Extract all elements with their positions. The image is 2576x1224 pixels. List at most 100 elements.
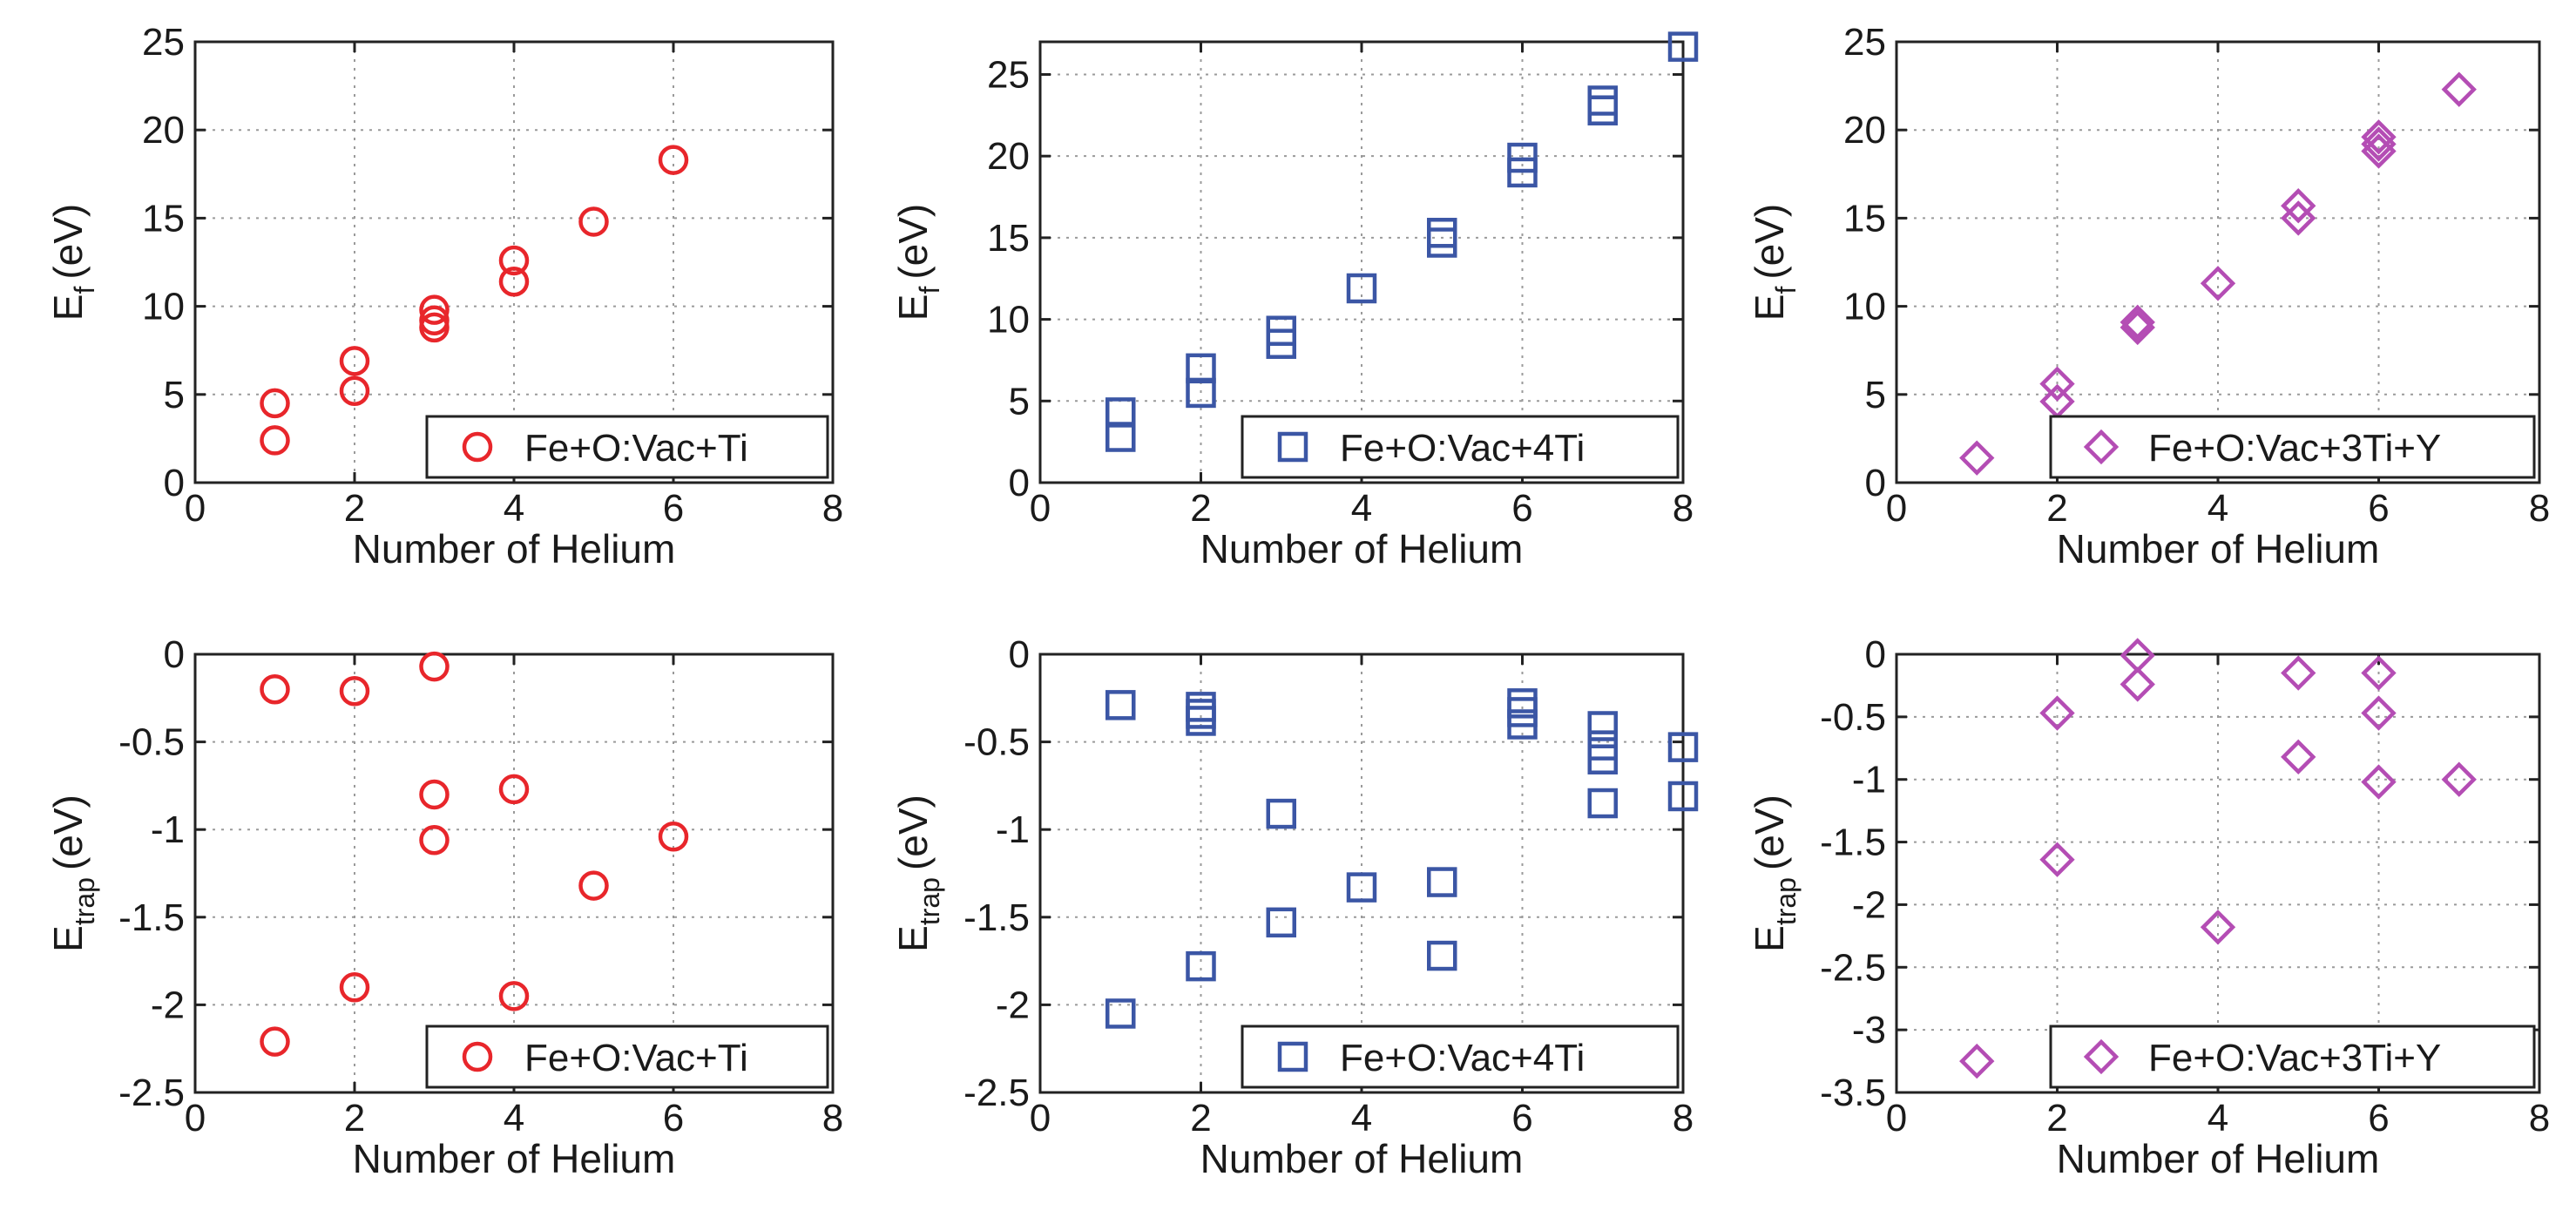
data-point <box>1105 690 1136 720</box>
subplot-2: 0 2 4 6 8 0 5 10 15 20 25 Number of Helium Ef (eV) Fe+… <box>890 31 1699 571</box>
data-point <box>1105 998 1136 1029</box>
data-series <box>260 651 689 1057</box>
x-tick-label: 4 <box>504 487 524 530</box>
y-axis-label: Etrap (eV) <box>890 795 945 952</box>
data-point <box>339 346 370 376</box>
data-series <box>260 145 689 456</box>
y-tick-label: 15 <box>987 217 1030 260</box>
y-tick-label: -1.5 <box>1820 822 1886 864</box>
y-tick-label: -0.5 <box>1820 696 1886 739</box>
y-axis-label-unit: (eV) <box>890 204 936 280</box>
legend-marker <box>462 431 493 463</box>
data-point <box>2120 666 2155 702</box>
x-tick-label: 6 <box>1511 487 1532 530</box>
y-tick-label: 5 <box>1009 380 1030 423</box>
data-point <box>1186 353 1216 384</box>
y-axis-label-subscript: f <box>914 287 945 294</box>
y-tick-label: 10 <box>987 299 1030 342</box>
data-point <box>419 779 450 810</box>
data-point <box>2120 304 2155 340</box>
x-tick-label: 8 <box>822 487 843 530</box>
data-point <box>339 972 370 1003</box>
y-axis-label-subscript: f <box>69 287 100 294</box>
y-tick-label: 0 <box>1865 462 1886 504</box>
y-tick-label: -0.5 <box>963 721 1030 764</box>
x-tick-label: 2 <box>2046 1097 2067 1139</box>
data-point <box>419 825 450 855</box>
legend-label: Fe+O:Vac+4Ti <box>1340 1037 1585 1079</box>
data-point <box>2039 366 2075 402</box>
y-axis-label-subscript: trap <box>914 877 945 925</box>
x-tick-label: 0 <box>185 487 206 530</box>
y-axis-label-main: E <box>890 294 936 321</box>
data-point <box>658 145 689 175</box>
data-point <box>498 981 530 1011</box>
legend-marker <box>1277 431 1308 463</box>
x-tick-label: 8 <box>2529 487 2550 530</box>
legend-box <box>2049 415 2536 479</box>
y-axis-label-unit: (eV) <box>45 204 91 280</box>
data-point <box>1186 950 1216 982</box>
y-axis-label-subscript: trap <box>1770 877 1802 925</box>
y-tick-label: 5 <box>164 374 185 416</box>
data-point <box>1266 315 1296 346</box>
x-axis-label: Number of Helium <box>1200 526 1524 571</box>
data-point <box>339 375 370 407</box>
legend: Fe+O:Vac+4Ti <box>1241 1025 1680 1089</box>
y-axis-label: Ef (eV) <box>890 204 945 321</box>
y-axis-label: Etrap (eV) <box>1747 795 1802 952</box>
data-point <box>498 774 530 805</box>
data-point <box>1667 781 1699 812</box>
data-point <box>2200 910 2236 945</box>
legend-box <box>425 415 829 479</box>
x-tick-label: 2 <box>344 487 365 530</box>
data-point <box>578 206 609 237</box>
x-tick-label: 2 <box>2046 487 2067 530</box>
data-point <box>2361 119 2397 155</box>
data-point <box>2281 739 2316 775</box>
subplot-6: 0 2 4 6 8 -3.5 -3 -2.5 -2 -1.5 -1 -0.5 0 Number of He… <box>1747 633 2550 1181</box>
x-tick-label: 6 <box>1511 1097 1532 1139</box>
x-tick-label: 0 <box>1030 1097 1051 1139</box>
legend-marker <box>1277 1041 1308 1072</box>
data-point <box>260 388 290 419</box>
data-point <box>1105 397 1136 428</box>
data-point <box>339 676 370 707</box>
legend: Fe+O:Vac+3Ti+Y <box>2049 415 2536 479</box>
data-point <box>498 245 530 276</box>
x-tick-label: 8 <box>1673 487 1694 530</box>
y-tick-label: 0 <box>1009 633 1030 676</box>
data-point <box>1427 867 1457 897</box>
x-tick-label: 2 <box>1190 1097 1211 1139</box>
y-tick-label: -1.5 <box>963 896 1030 939</box>
y-tick-label: -1 <box>151 808 185 851</box>
y-tick-label: -2.5 <box>118 1072 185 1114</box>
data-point <box>2361 655 2397 691</box>
data-point <box>1427 218 1457 248</box>
x-axis-label: Number of Helium <box>353 526 676 571</box>
y-tick-label: 15 <box>1843 197 1886 240</box>
y-tick-label: -2 <box>1852 883 1886 926</box>
legend-box <box>2049 1025 2536 1089</box>
data-point <box>2039 842 2075 877</box>
data-point <box>2361 695 2397 731</box>
data-point <box>1667 31 1699 62</box>
subplot-1: 0 2 4 6 8 0 5 10 15 20 25 Number of Helium Ef (eV) Fe+… <box>45 21 843 571</box>
y-axis-label-main: E <box>1747 925 1792 952</box>
data-series <box>1959 71 2477 476</box>
y-tick-label: 25 <box>142 21 185 64</box>
data-point <box>1959 1043 1995 1079</box>
y-axis-label-subscript: f <box>1770 287 1802 294</box>
subplot-3: 0 2 4 6 8 0 5 10 15 20 25 Number of Helium Ef (eV) Fe+… <box>1747 21 2550 571</box>
legend-label: Fe+O:Vac+4Ti <box>1340 427 1585 470</box>
y-tick-label: 20 <box>987 135 1030 178</box>
x-tick-label: 2 <box>344 1097 365 1139</box>
x-tick-label: 4 <box>1351 487 1372 530</box>
y-axis-label-unit: (eV) <box>45 795 91 870</box>
y-axis-label-main: E <box>1747 294 1792 321</box>
data-point <box>1587 788 1618 819</box>
y-tick-label: 25 <box>987 53 1030 96</box>
legend: Fe+O:Vac+Ti <box>425 415 829 479</box>
data-point <box>2281 188 2316 224</box>
legend: Fe+O:Vac+Ti <box>425 1025 829 1089</box>
